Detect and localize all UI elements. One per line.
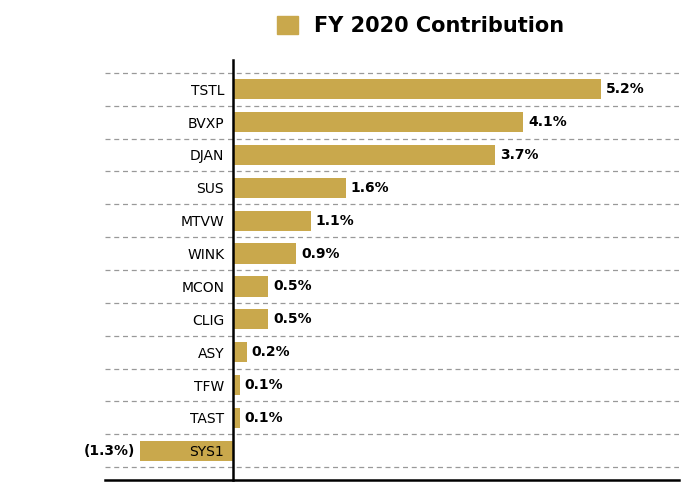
Legend: FY 2020 Contribution: FY 2020 Contribution (277, 16, 564, 36)
Bar (232, 79, 601, 100)
Bar (141, 440, 232, 461)
Bar (232, 145, 495, 165)
Text: 0.2%: 0.2% (252, 345, 290, 359)
Text: 0.5%: 0.5% (273, 312, 312, 326)
Bar (232, 408, 239, 428)
Text: (1.3%): (1.3%) (84, 444, 136, 458)
Text: 1.1%: 1.1% (316, 214, 354, 228)
Bar (232, 276, 268, 296)
Bar (232, 309, 268, 330)
Bar (232, 178, 346, 198)
Text: 0.5%: 0.5% (273, 280, 312, 293)
Text: 3.7%: 3.7% (500, 148, 538, 162)
Text: 1.6%: 1.6% (351, 181, 389, 195)
Text: 0.9%: 0.9% (301, 246, 340, 260)
Text: 0.1%: 0.1% (244, 411, 284, 425)
Text: 5.2%: 5.2% (606, 82, 645, 96)
Bar (232, 342, 246, 362)
Bar (232, 210, 311, 231)
Text: 4.1%: 4.1% (528, 115, 567, 129)
Text: 0.1%: 0.1% (244, 378, 284, 392)
Bar (232, 244, 296, 264)
Bar (232, 112, 523, 132)
Bar (232, 375, 239, 395)
